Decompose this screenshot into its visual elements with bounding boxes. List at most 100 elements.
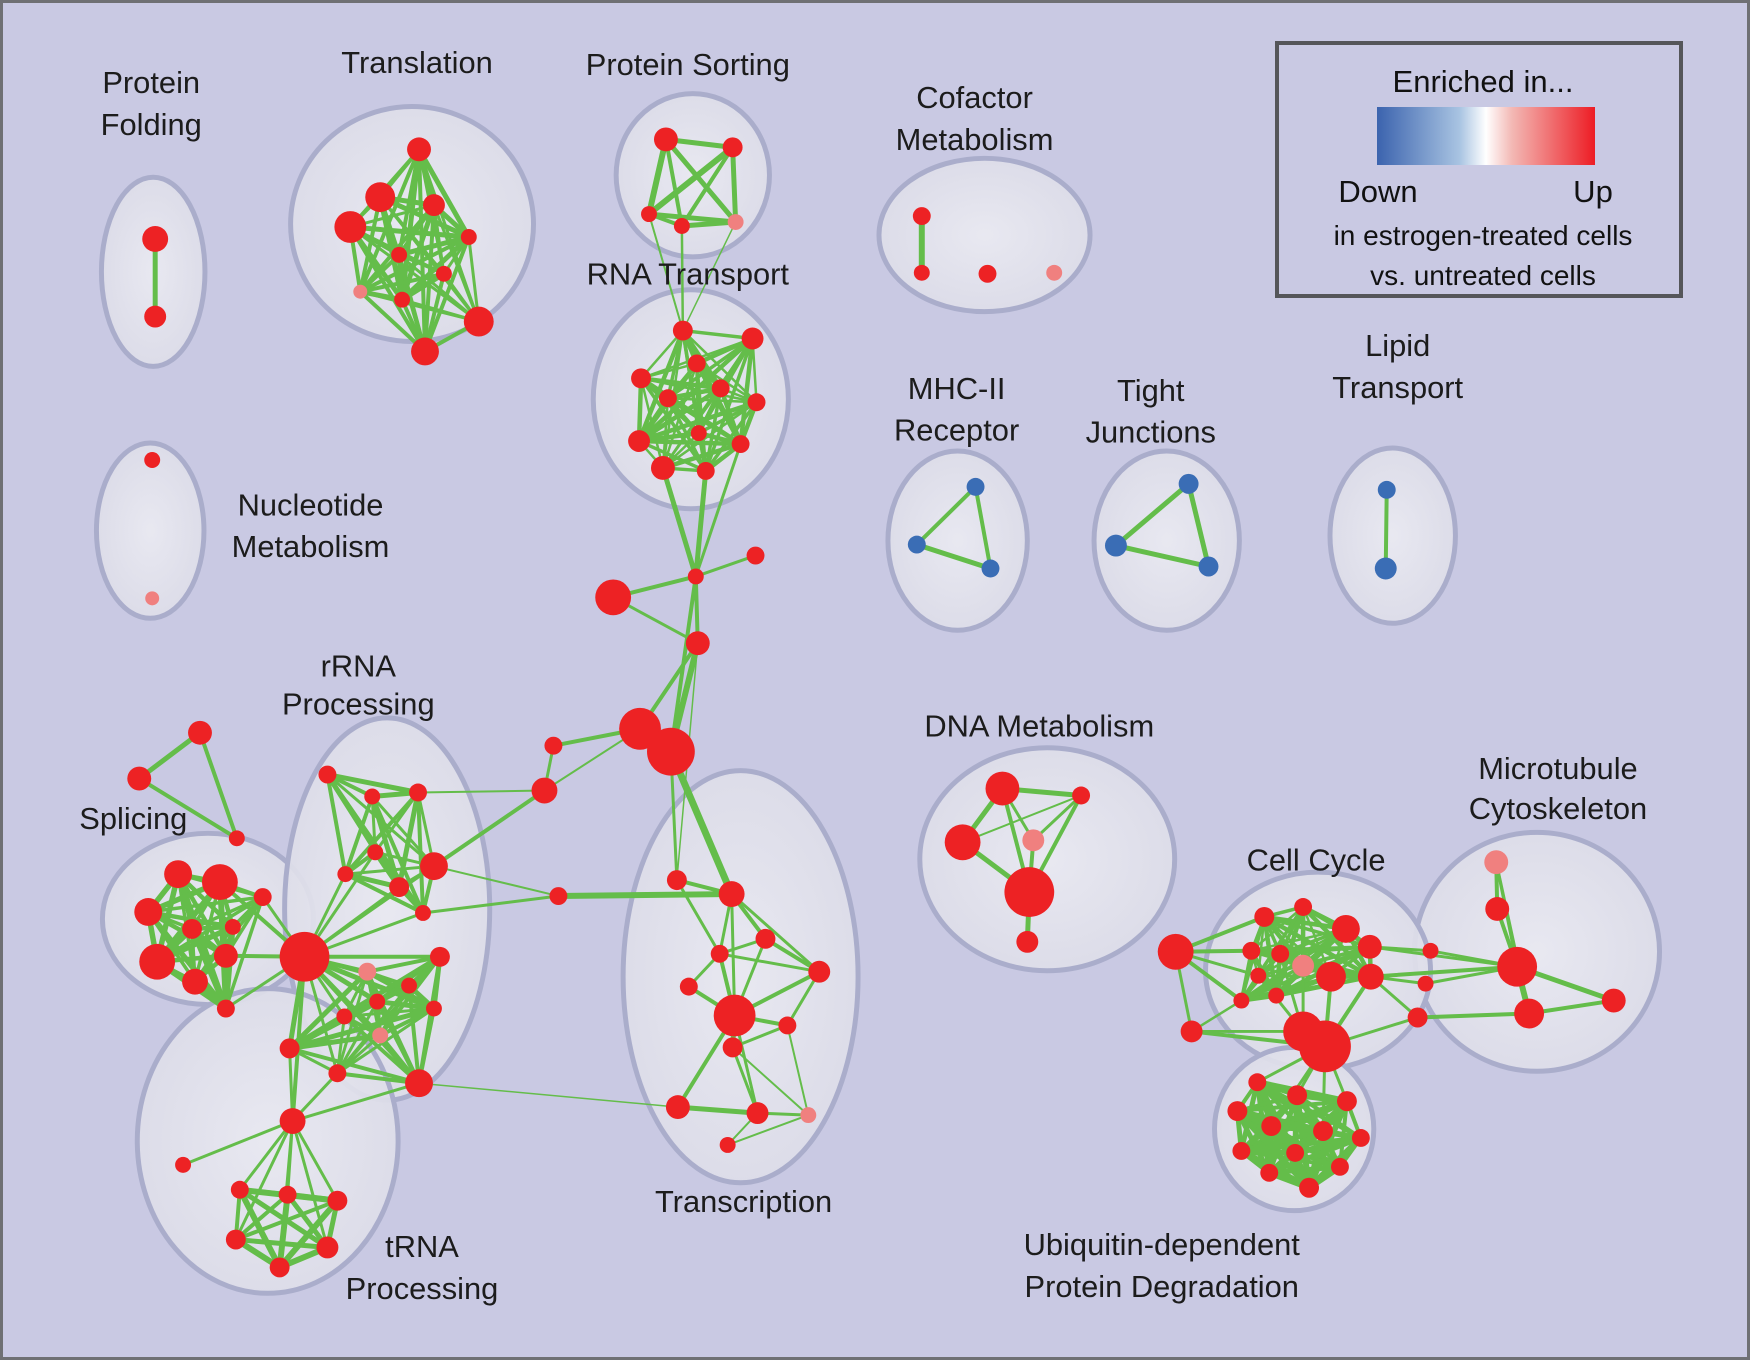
graph-node-tl8 [353, 284, 368, 299]
graph-edge-r3-r5 [343, 790, 421, 877]
graph-edge-r14-r16 [335, 1033, 382, 1075]
graph-node-sp8 [213, 943, 238, 968]
graph-node-d1 [985, 771, 1020, 806]
graph-node-s3 [549, 887, 568, 906]
graph-edge-x3-x6 [276, 1197, 341, 1271]
cluster-label-19: Cell Cycle [1247, 843, 1386, 878]
graph-node-c11 [1250, 967, 1267, 984]
graph-node-t6 [679, 977, 698, 996]
graph-edge-r10-r17 [407, 983, 422, 1086]
graph-node-rt12 [731, 435, 750, 454]
cluster-label-20: Microtubule [1478, 751, 1638, 786]
graph-node-m2 [1485, 897, 1510, 921]
graph-node-rt8 [690, 425, 707, 442]
graph-node-r6 [389, 877, 410, 898]
cluster-label-6: RNA Transport [587, 256, 790, 291]
graph-edge-tl6-tl11 [423, 234, 471, 354]
graph-edge-t4-t5 [718, 952, 821, 974]
graph-edge-t9-t11 [731, 1045, 760, 1115]
legend-title: Enriched in... [1392, 64, 1574, 99]
graph-node-t1 [666, 870, 687, 891]
graph-node-u12 [1299, 1177, 1320, 1198]
graph-edge-sg2-sg3 [137, 776, 239, 841]
graph-edge-rt7-rt9 [636, 399, 759, 444]
graph-edge-r15-r17 [287, 1046, 422, 1086]
graph-node-u9 [1286, 1143, 1305, 1162]
graph-node-tl4 [334, 211, 367, 243]
graph-node-bl [595, 579, 632, 616]
graph-node-r3 [409, 783, 427, 802]
graph-node-r4 [367, 844, 384, 861]
cluster-ellipse-cofactor-metabolism [876, 155, 1093, 315]
graph-edge-ps2-ps5 [730, 144, 739, 225]
graph-edge-hb-t2 [667, 748, 736, 898]
cluster-label-15: rRNA [321, 649, 397, 684]
graph-node-tl9 [394, 291, 411, 308]
cluster-label-0: Protein [102, 65, 200, 100]
graph-node-s1 [544, 736, 563, 755]
graph-node-r18 [279, 1108, 306, 1134]
graph-node-m5 [1601, 988, 1626, 1013]
graph-edge-ps1-ps4 [663, 137, 684, 229]
graph-node-x2 [278, 1185, 297, 1204]
graph-edge-tl5-tl6 [396, 234, 472, 258]
graph-edge-c3-c5 [1250, 905, 1305, 953]
graph-node-r20 [420, 852, 448, 881]
cluster-label-3: Protein Sorting [586, 47, 790, 82]
graph-edge-rt4-rt11 [639, 376, 708, 473]
graph-edge-r8-r15 [287, 969, 370, 1051]
graph-node-cf1 [912, 207, 931, 226]
cluster-label-14: Metabolism [232, 529, 390, 564]
graph-node-tl6 [460, 228, 477, 245]
graph-node-nm1 [144, 452, 161, 468]
graph-node-d6 [1016, 930, 1039, 953]
legend-caption-line1: in estrogen-treated cells [1333, 220, 1633, 251]
graph-edge-rt7-rt11 [704, 400, 759, 473]
graph-node-m8 [1407, 1007, 1428, 1028]
graph-edge-sp6-sp10 [155, 895, 265, 964]
cluster-label-17: Splicing [79, 801, 187, 836]
graph-node-t2 [718, 881, 745, 907]
graph-node-cf4 [1046, 264, 1063, 281]
graph-edge-c6-c9 [1278, 945, 1372, 956]
graph-edge-x2-x4 [233, 1192, 290, 1242]
graph-node-r12 [425, 1000, 442, 1017]
graph-node-ps4 [673, 218, 690, 234]
graph-node-sp5 [224, 918, 241, 935]
graph-edge-rt1-rt2 [681, 328, 755, 341]
cluster-label-2: Translation [341, 45, 493, 80]
graph-node-t7 [713, 994, 756, 1037]
cluster-label-5: Metabolism [896, 122, 1054, 157]
graph-node-pf2 [144, 305, 167, 328]
graph-node-tl1 [407, 137, 431, 162]
graph-edge-r13-r17 [342, 1014, 422, 1086]
graph-node-m6 [1422, 942, 1439, 959]
graph-node-rt7 [747, 393, 766, 412]
graph-edge-r18-x3 [291, 1119, 339, 1203]
graph-node-c2 [1254, 906, 1275, 927]
graph-edge-rt11-h1 [693, 468, 709, 579]
cluster-label-22: tRNA [385, 1229, 459, 1264]
graph-edge-rt1-rt9 [636, 328, 686, 444]
cluster-label-16: Processing [282, 686, 435, 721]
graph-node-r17 [405, 1069, 433, 1098]
cluster-ellipse-mhc-ii-receptor [885, 448, 1030, 633]
graph-edge-r8-r11 [365, 954, 442, 974]
graph-node-c8 [1316, 961, 1346, 992]
graph-node-d3 [944, 824, 981, 861]
graph-node-rt2 [741, 327, 764, 350]
graph-edge-mh1-mh2 [914, 484, 978, 547]
graph-node-rt3 [687, 354, 706, 373]
graph-edge-rt9-rt11 [637, 439, 708, 473]
graph-node-rt11 [696, 461, 715, 480]
cluster-label-23: Processing [346, 1271, 499, 1306]
graph-node-cf3 [978, 264, 997, 283]
graph-edge-t12-t13 [726, 1114, 810, 1146]
graph-edge-r2-r20 [370, 794, 436, 868]
graph-node-tl7 [435, 265, 452, 282]
graph-node-t4 [710, 944, 729, 963]
graph-edge-tl6-tl9 [399, 234, 472, 303]
graph-node-h1 [687, 568, 704, 585]
graph-edge-tl3-tl10 [432, 203, 481, 324]
graph-node-ps2 [722, 137, 743, 158]
